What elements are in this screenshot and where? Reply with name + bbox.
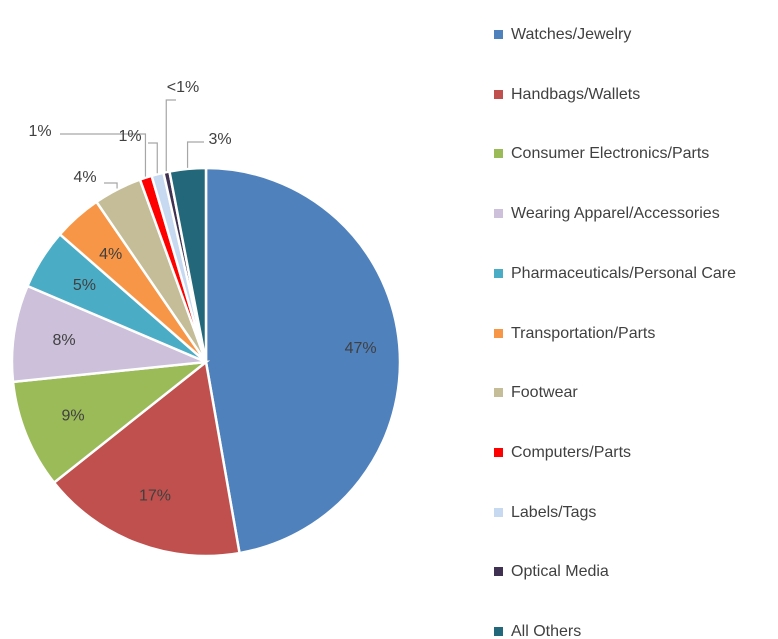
legend-item: Consumer Electronics/Parts xyxy=(494,142,764,165)
legend-item: Transportation/Parts xyxy=(494,322,764,345)
legend-label: All Others xyxy=(511,623,582,639)
legend-swatch xyxy=(494,507,503,517)
data-label: 17% xyxy=(139,487,171,504)
legend-swatch xyxy=(494,627,503,636)
legend-label: Watches/Jewelry xyxy=(511,26,632,43)
legend-swatch xyxy=(494,30,503,39)
legend-swatch xyxy=(494,567,503,577)
pie-area: 47%17%9%8%5%4%4%1% 1%<1%3% xyxy=(10,79,402,558)
legend-label: Labels/Tags xyxy=(511,503,597,521)
legend-label: Wearing Apparel/Accessories xyxy=(511,205,720,223)
leader-line xyxy=(104,182,118,189)
leader-line xyxy=(60,133,147,177)
leader-line xyxy=(186,141,204,168)
legend-swatch xyxy=(494,328,503,338)
legend-swatch xyxy=(494,447,503,457)
data-label: 47% xyxy=(345,340,377,357)
legend-item: Watches/Jewelry xyxy=(494,23,764,46)
leader-line xyxy=(165,99,176,172)
pie-slice xyxy=(204,166,402,555)
pie-slice xyxy=(52,359,241,558)
data-label: <1% xyxy=(167,79,199,96)
legend-swatch xyxy=(494,388,503,398)
data-label: 8% xyxy=(52,332,75,349)
legend-item: Pharmaceuticals/Personal Care xyxy=(494,262,764,285)
pie-slice xyxy=(11,360,211,485)
legend-label: Pharmaceuticals/Personal Care xyxy=(511,264,736,282)
data-label: 5% xyxy=(73,277,96,294)
legend-label: Computers/Parts xyxy=(511,443,632,461)
legend-swatch xyxy=(494,149,503,159)
legend-item: Labels/Tags xyxy=(494,501,764,524)
legend-swatch xyxy=(494,209,503,219)
legend-swatch xyxy=(494,89,503,99)
legend-label: Transportation/Parts xyxy=(511,324,656,342)
legend-label: Consumer Electronics/Parts xyxy=(511,145,710,163)
pie-slice xyxy=(10,284,207,384)
legend-label: Handbags/Wallets xyxy=(511,85,641,103)
legend-item: Computers/Parts xyxy=(494,441,764,464)
data-label: 4% xyxy=(73,169,96,186)
pie-slice xyxy=(168,166,208,363)
data-label: 1% xyxy=(118,128,141,145)
data-label: 3% xyxy=(208,131,231,148)
legend-swatch xyxy=(494,268,503,278)
data-label: 4% xyxy=(99,246,122,263)
legend-label: Optical Media xyxy=(511,563,609,581)
legend-item: Wearing Apparel/Accessories xyxy=(494,202,764,225)
legend-item: Optical Media xyxy=(494,560,764,583)
legend-item: All Others xyxy=(494,620,764,639)
legend-item: Handbags/Wallets xyxy=(494,83,764,106)
legend-item: Footwear xyxy=(494,381,764,404)
legend-label: Footwear xyxy=(511,384,578,402)
data-label: 9% xyxy=(61,407,84,424)
leader-line xyxy=(148,142,158,174)
data-label: 1% xyxy=(28,123,51,140)
